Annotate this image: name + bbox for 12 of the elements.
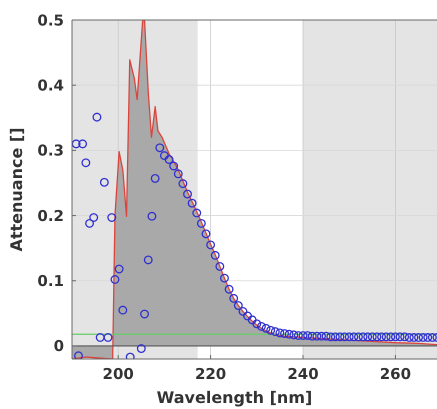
x-tick-label: 200 (102, 365, 134, 383)
x-axis-title: Wavelength [nm] (156, 388, 312, 407)
x-tick-label: 240 (287, 365, 319, 383)
y-tick-label: 0.3 (37, 142, 64, 160)
y-tick-label: 0 (54, 337, 64, 356)
x-tick-label: 220 (194, 365, 226, 383)
y-axis-title: Attenuance [] (7, 127, 26, 252)
y-tick-label: 0.4 (37, 76, 64, 94)
y-tick-label: 0.5 (37, 11, 64, 30)
y-tick-label: 0.1 (37, 272, 64, 290)
x-tick-label: 260 (380, 365, 412, 383)
y-tick-label: 0.2 (37, 206, 64, 225)
